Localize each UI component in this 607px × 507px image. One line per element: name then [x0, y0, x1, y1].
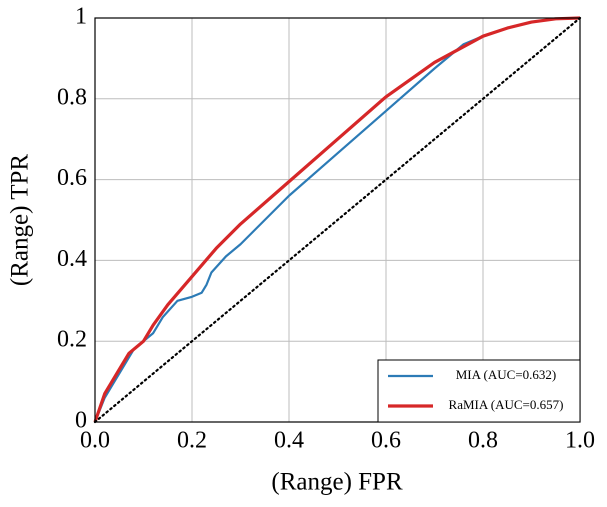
- x-tick-label: 0.4: [274, 428, 304, 454]
- x-tick-label: 0.8: [468, 428, 498, 454]
- y-tick-label: 0.8: [57, 84, 87, 110]
- roc-line: [93, 16, 581, 423]
- x-tick-label: 0.6: [371, 428, 401, 454]
- y-tick-label: 0: [75, 408, 87, 434]
- y-tick-label: 0.4: [57, 246, 87, 272]
- roc-line: [93, 16, 582, 424]
- y-axis-label: (Range) TPR: [7, 154, 34, 286]
- legend-box: [377, 359, 581, 423]
- x-tick-label: 0.0: [80, 428, 110, 454]
- legend-label: RaMIA (AUC=0.657): [449, 397, 564, 412]
- x-axis-label: (Range) FPR: [271, 469, 403, 496]
- y-tick-label: 1: [75, 4, 87, 30]
- plot-frame: [94, 17, 581, 423]
- x-tick-label: 1.0: [565, 428, 595, 454]
- x-tick-label: 0.2: [177, 428, 207, 454]
- legend-label: MIA (AUC=0.632): [456, 367, 557, 382]
- y-tick-label: 0.6: [57, 165, 87, 191]
- y-tick-label: 0.2: [57, 327, 87, 353]
